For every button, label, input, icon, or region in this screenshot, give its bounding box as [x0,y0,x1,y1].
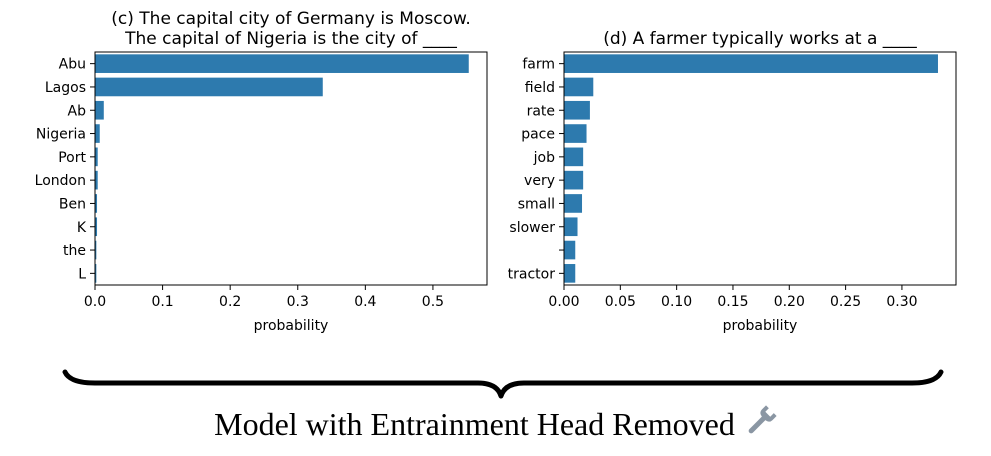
y-tick-label: field [525,80,555,96]
y-tick-label: Nigeria [36,127,86,143]
x-tick-label: 0.30 [886,294,917,310]
y-tick-label: farm [522,57,555,73]
bar [95,194,98,213]
x-tick-label: 0.0 [84,294,106,310]
bar [95,100,104,120]
x-axis-label: probability [254,318,329,334]
y-tick-label: rate [527,103,555,119]
bar [564,77,594,97]
x-tick-label: 0.05 [605,294,636,310]
axes-frame [94,51,488,286]
bar [95,217,98,237]
bar [95,170,98,190]
x-tick-label: 0.1 [151,294,173,310]
curly-brace [62,369,944,399]
x-tick-label: 0.10 [661,294,692,310]
bar [564,264,576,283]
y-tick-label: slower [509,220,555,236]
y-tick-label: Lagos [45,80,86,96]
axes-frame [563,51,957,286]
y-tick-label: Ab [68,103,87,119]
x-tick-label: 0.25 [830,294,861,310]
y-tick-label: K [77,220,87,236]
y-tick-label: Abu [59,57,86,73]
caption-text: Model with Entrainment Head Removed [214,406,735,442]
chart-figure: (c) The capital city of Germany is Mosco… [35,9,957,399]
x-tick-label: 0.15 [717,294,748,310]
bar [95,54,469,73]
y-tick-label: pace [521,127,555,143]
y-tick-label: job [533,150,555,166]
bar [95,240,97,260]
bar [564,217,578,237]
bar [564,54,938,73]
bar [95,124,100,143]
x-tick-label: 0.5 [422,294,444,310]
bar [564,147,584,167]
bar [95,264,97,283]
y-tick-label: very [524,173,555,189]
x-tick-label: 0.4 [354,294,376,310]
wrench-icon [743,405,777,447]
bar [564,170,584,190]
x-tick-label: 0.20 [774,294,805,310]
x-tick-label: 0.00 [548,294,579,310]
y-tick-label: Ben [59,196,86,212]
bar [564,194,583,213]
chart-c: (c) The capital city of Germany is Mosco… [35,9,488,334]
y-tick-label: the [63,243,86,259]
y-tick-label: London [35,173,86,189]
bar [564,124,587,143]
x-tick-label: 0.2 [219,294,241,310]
chart-title-line: The capital of Nigeria is the city of __… [124,29,457,49]
bar [95,147,98,167]
x-tick-label: 0.3 [287,294,309,310]
x-axis-label: probability [723,318,798,334]
y-tick-label: tractor [508,266,556,282]
bar [95,77,323,97]
chart-title-line: (c) The capital city of Germany is Mosco… [111,9,470,29]
chart-title-line: (d) A farmer typically works at a ____ [603,29,917,49]
bar [564,240,576,260]
chart-d: (d) A farmer typically works at a ____fa… [508,29,957,334]
bar [564,100,590,120]
y-tick-label: L [78,266,86,282]
y-tick-label: Port [58,150,86,166]
y-tick-label: small [518,196,555,212]
figure-caption: Model with Entrainment Head Removed [0,405,991,447]
